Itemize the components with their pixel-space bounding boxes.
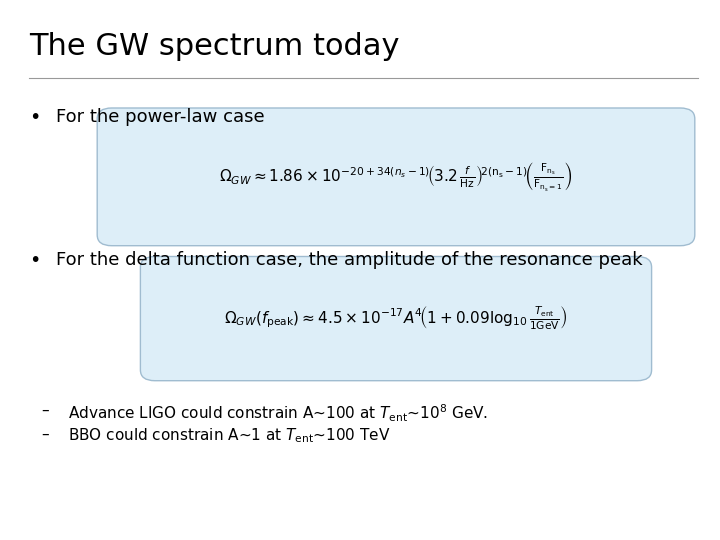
Text: •: • [29,251,40,270]
FancyBboxPatch shape [97,108,695,246]
Text: Advance LIGO could constrain A~100 at $T_{\rm ent}$~$10^8$ GeV.: Advance LIGO could constrain A~100 at $T… [68,402,489,424]
Text: $\Omega_{GW} \approx 1.86\times10^{-20+34(n_s-1)}\!\left(3.2\,\frac{f}{\rm Hz}\r: $\Omega_{GW} \approx 1.86\times10^{-20+3… [220,160,572,194]
Text: For the power-law case: For the power-law case [56,108,265,126]
Text: •: • [29,108,40,127]
Text: BBO could constrain A~1 at $T_{\rm ent}$~100 TeV: BBO could constrain A~1 at $T_{\rm ent}$… [68,427,391,446]
Text: $\Omega_{GW}(f_{\rm peak}) \approx 4.5\times10^{-17} A^4\!\left(1+0.09\log_{10}\: $\Omega_{GW}(f_{\rm peak}) \approx 4.5\t… [224,305,568,332]
Text: –: – [41,402,49,417]
Text: For the delta function case, the amplitude of the resonance peak: For the delta function case, the amplitu… [56,251,643,269]
Text: The GW spectrum today: The GW spectrum today [29,32,400,62]
Text: –: – [41,427,49,442]
FancyBboxPatch shape [140,256,652,381]
